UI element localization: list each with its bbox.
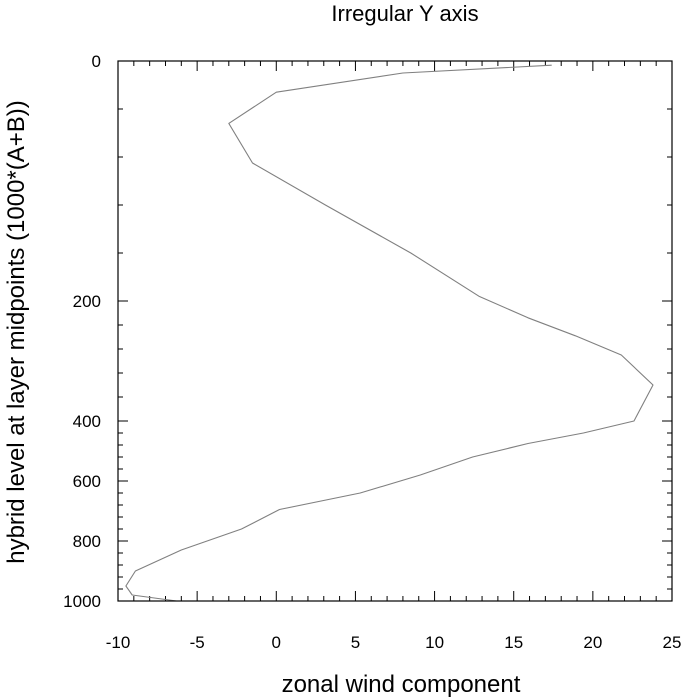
series-line xyxy=(125,64,654,602)
y-tick-labels: 0 200 400 600 800 1000 xyxy=(63,52,101,611)
y-tick-label: 600 xyxy=(73,472,101,491)
y-tick-label: 1000 xyxy=(63,592,101,611)
tick-marks xyxy=(117,60,673,602)
x-tick-label: 15 xyxy=(504,633,523,652)
x-tick-label: -10 xyxy=(106,633,131,652)
y-tick-label: 400 xyxy=(73,412,101,431)
x-tick-label: 25 xyxy=(663,633,682,652)
plot-frame xyxy=(117,60,673,602)
y-tick-label: 800 xyxy=(73,532,101,551)
x-tick-label: 0 xyxy=(272,633,281,652)
x-tick-label: 5 xyxy=(351,633,360,652)
y-axis-label: hybrid level at layer midpoints (1000*(A… xyxy=(3,100,30,564)
y-tick-label: 0 xyxy=(92,52,101,71)
x-tick-label: 20 xyxy=(583,633,602,652)
chart-title: Irregular Y axis xyxy=(331,1,478,26)
x-tick-label: 10 xyxy=(425,633,444,652)
x-tick-labels: -10 -5 0 5 10 15 20 25 xyxy=(106,633,682,652)
x-tick-label: -5 xyxy=(190,633,205,652)
x-axis-label: zonal wind component xyxy=(282,671,521,698)
y-tick-label: 200 xyxy=(73,292,101,311)
